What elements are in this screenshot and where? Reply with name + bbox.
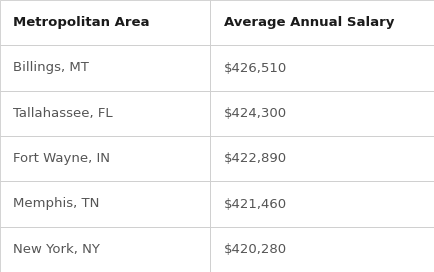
Bar	[210, 136, 434, 181]
Bar	[210, 91, 434, 136]
Text: $422,890: $422,890	[224, 152, 286, 165]
Text: New York, NY: New York, NY	[13, 243, 100, 256]
Bar	[0, 45, 210, 91]
Text: Fort Wayne, IN: Fort Wayne, IN	[13, 152, 110, 165]
Bar	[0, 181, 210, 227]
Text: $420,280: $420,280	[224, 243, 286, 256]
Text: $424,300: $424,300	[224, 107, 286, 120]
Text: Metropolitan Area: Metropolitan Area	[13, 16, 150, 29]
Bar	[210, 0, 434, 45]
Bar	[0, 0, 210, 45]
Text: Average Annual Salary: Average Annual Salary	[224, 16, 394, 29]
Text: Billings, MT: Billings, MT	[13, 61, 89, 75]
Text: $426,510: $426,510	[224, 61, 287, 75]
Bar	[210, 181, 434, 227]
Text: Memphis, TN: Memphis, TN	[13, 197, 99, 211]
Text: $421,460: $421,460	[224, 197, 286, 211]
Bar	[0, 227, 210, 272]
Bar	[210, 45, 434, 91]
Bar	[0, 91, 210, 136]
Bar	[0, 136, 210, 181]
Text: Tallahassee, FL: Tallahassee, FL	[13, 107, 113, 120]
Bar	[210, 227, 434, 272]
